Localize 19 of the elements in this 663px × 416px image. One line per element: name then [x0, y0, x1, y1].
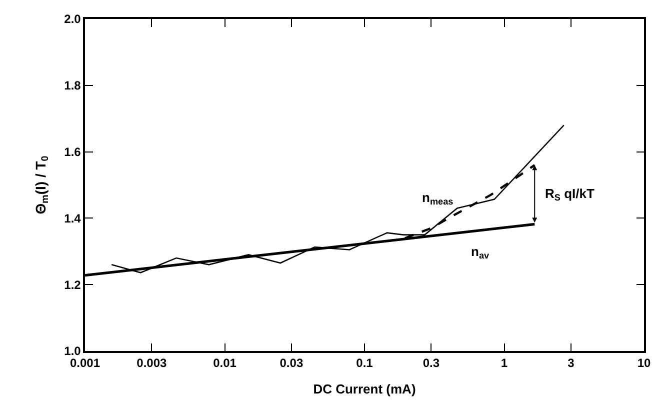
x-tick-label: 0.001 — [70, 356, 100, 370]
x-tick-label: 10 — [637, 356, 651, 370]
y-tick-label: 1.8 — [64, 78, 82, 93]
x-axis-title: DC Current (mA) — [313, 381, 416, 396]
y-tick-label: 1.2 — [64, 278, 82, 292]
x-tick-label: 0.3 — [422, 356, 440, 370]
y-tick-label: 1.0 — [64, 344, 82, 358]
x-tick-label: 1 — [500, 356, 508, 370]
x-tick-label: 0.003 — [136, 356, 168, 370]
series-label: n$_{av}$ — [471, 244, 490, 261]
x-tick-label: 0.03 — [280, 356, 304, 370]
y-tick-label: 1.6 — [64, 145, 82, 159]
x-tick-label: 0.01 — [213, 356, 237, 370]
series-label: n$_{meas}$ — [422, 190, 454, 207]
annotation: R$_{S}$ qI/kT — [545, 186, 594, 203]
x-tick-label: 3 — [568, 356, 575, 370]
x-tick-label: 0.1 — [356, 356, 374, 370]
y-tick-label: 1.4 — [64, 211, 82, 226]
y-tick-label: 2.0 — [64, 12, 82, 26]
